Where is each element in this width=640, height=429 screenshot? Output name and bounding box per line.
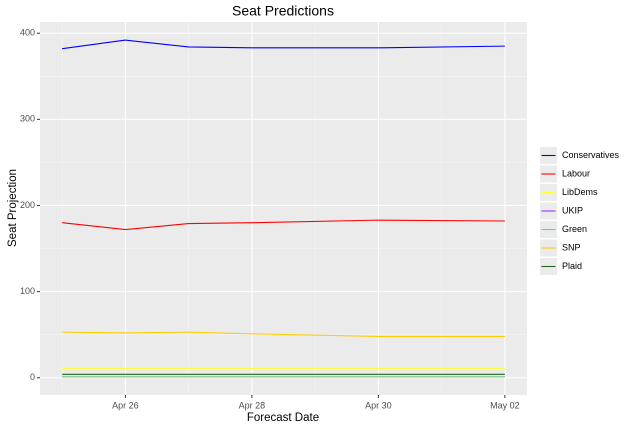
x-tick-label: Apr 30 <box>365 400 392 410</box>
plot-background <box>40 22 527 395</box>
legend-label: Plaid <box>562 261 582 271</box>
series-line <box>62 331 505 337</box>
x-tick-label: Apr 28 <box>239 400 266 410</box>
y-tick-label: 300 <box>20 114 35 124</box>
y-tick-label: 100 <box>20 286 35 296</box>
y-tick-label: 0 <box>30 372 35 382</box>
legend-label: SNP <box>562 242 581 252</box>
legend-label: UKIP <box>562 205 583 215</box>
series-line <box>62 39 505 50</box>
legend-label: Labour <box>562 168 590 178</box>
legend-label: Green <box>562 224 587 234</box>
y-axis-label: Seat Projection <box>7 169 19 247</box>
x-tick-label: May 02 <box>490 400 520 410</box>
legend-label: LibDems <box>562 187 598 197</box>
y-tick-label: 200 <box>20 200 35 210</box>
legend-label: Conservatives <box>562 150 620 160</box>
chart-title: Seat Predictions <box>232 3 334 19</box>
y-tick-label: 400 <box>20 28 35 38</box>
x-tick-label: Apr 26 <box>112 400 139 410</box>
x-axis-label: Forecast Date <box>247 412 319 424</box>
series-line <box>62 219 505 231</box>
